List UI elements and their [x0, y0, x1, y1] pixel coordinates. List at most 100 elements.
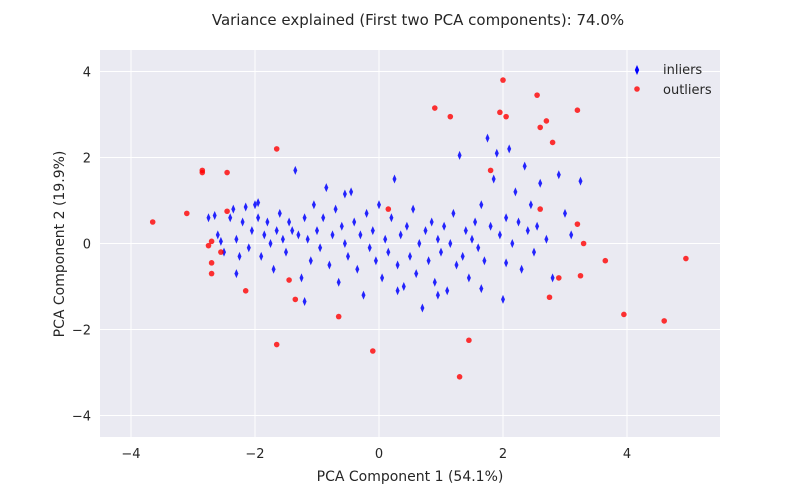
x-tick-label: 2: [499, 447, 507, 462]
outlier-point: [577, 272, 584, 279]
inlier-point: [215, 230, 220, 240]
inlier-point: [470, 234, 474, 244]
inlier-point: [404, 221, 409, 231]
inlier-point: [386, 247, 391, 257]
outlier-point: [205, 242, 212, 249]
inlier-point: [265, 217, 270, 227]
inlier-point: [569, 230, 574, 240]
inlier-point: [256, 213, 261, 223]
inlier-point: [206, 213, 211, 223]
outlier-point: [273, 341, 280, 348]
x-tick-label: −2: [245, 447, 264, 462]
x-tick-labels: −4 −2 0 2 4: [121, 447, 631, 462]
inlier-point: [463, 226, 468, 236]
legend-inliers-marker: [634, 65, 640, 75]
chart-title: Variance explained (First two PCA compon…: [212, 11, 624, 29]
inlier-point: [488, 221, 493, 231]
inlier-point: [237, 251, 242, 261]
inlier-point: [535, 221, 540, 231]
inlier-point: [510, 239, 515, 248]
inlier-point: [528, 200, 533, 210]
outlier-point: [621, 311, 627, 318]
outlier-point: [218, 249, 224, 255]
inlier-point: [234, 234, 239, 244]
inlier-point: [497, 230, 502, 240]
inlier-point: [240, 217, 245, 227]
inlier-point: [454, 260, 459, 270]
inlier-point: [392, 174, 397, 184]
inlier-point: [358, 230, 363, 240]
inlier-point: [324, 183, 329, 193]
outlier-point: [549, 139, 556, 146]
inlier-point: [448, 239, 453, 248]
outlier-point: [546, 294, 553, 301]
y-tick-labels: −4 −2 0 2 4: [72, 66, 91, 425]
inlier-point: [550, 273, 555, 283]
outlier-point: [543, 118, 550, 124]
inlier-point: [299, 273, 304, 283]
y-tick-label: −4: [72, 410, 91, 425]
inlier-point: [305, 234, 310, 244]
outlier-point: [432, 105, 438, 111]
inlier-point: [544, 234, 549, 244]
inlier-point: [494, 148, 499, 158]
outlier-point: [447, 113, 454, 120]
inlier-point: [287, 217, 292, 227]
inlier-point: [262, 230, 267, 240]
outlier-point: [580, 240, 587, 247]
inlier-point: [302, 297, 307, 307]
inlier-point: [222, 247, 226, 257]
inlier-point: [556, 170, 561, 180]
inlier-point: [473, 217, 478, 227]
outlier-point: [208, 260, 215, 266]
inlier-point: [311, 200, 316, 210]
inlier-point: [268, 239, 273, 248]
inlier-point: [395, 286, 400, 296]
inlier-point: [435, 234, 440, 244]
inlier-point: [302, 213, 307, 223]
outlier-point: [199, 167, 206, 174]
inlier-point: [346, 251, 350, 261]
inlier-point: [249, 226, 254, 236]
inlier-point: [417, 239, 422, 248]
legend-outliers-marker: [634, 86, 640, 92]
inlier-point: [367, 243, 372, 253]
y-tick-label: −2: [72, 324, 91, 339]
outlier-point: [456, 374, 463, 380]
inlier-point: [380, 273, 385, 283]
inlier-point: [513, 187, 518, 197]
outlier-point: [497, 109, 503, 116]
outlier-point: [574, 221, 581, 227]
outlier-point: [273, 146, 280, 152]
outlier-point: [224, 169, 230, 176]
outlier-point: [335, 313, 342, 320]
inlier-point: [504, 213, 509, 223]
inlier-point: [333, 204, 338, 214]
inlier-point: [277, 208, 282, 218]
inlier-point: [538, 178, 543, 188]
inlier-point: [355, 264, 360, 274]
inlier-point: [504, 258, 509, 268]
inlier-point: [290, 226, 295, 236]
inlier-point: [532, 247, 536, 257]
outlier-point: [574, 107, 581, 113]
inlier-point: [259, 251, 264, 261]
inlier-point: [321, 213, 326, 223]
legend-outliers-label: outliers: [663, 83, 712, 98]
inlier-point: [429, 217, 434, 227]
inlier-point: [364, 208, 369, 218]
inlier-point: [411, 204, 416, 214]
inlier-point: [256, 198, 261, 208]
inlier-point: [466, 273, 471, 283]
y-tick-label: 2: [83, 152, 91, 167]
inlier-point: [274, 226, 279, 236]
x-tick-label: 0: [375, 447, 383, 462]
inlier-point: [476, 243, 481, 253]
inlier-point: [401, 282, 406, 291]
inlier-point: [445, 286, 450, 296]
inlier-point: [426, 256, 431, 266]
data-points: [149, 77, 689, 380]
outlier-point: [385, 206, 392, 212]
inlier-point: [420, 303, 425, 313]
inlier-point: [432, 277, 437, 287]
